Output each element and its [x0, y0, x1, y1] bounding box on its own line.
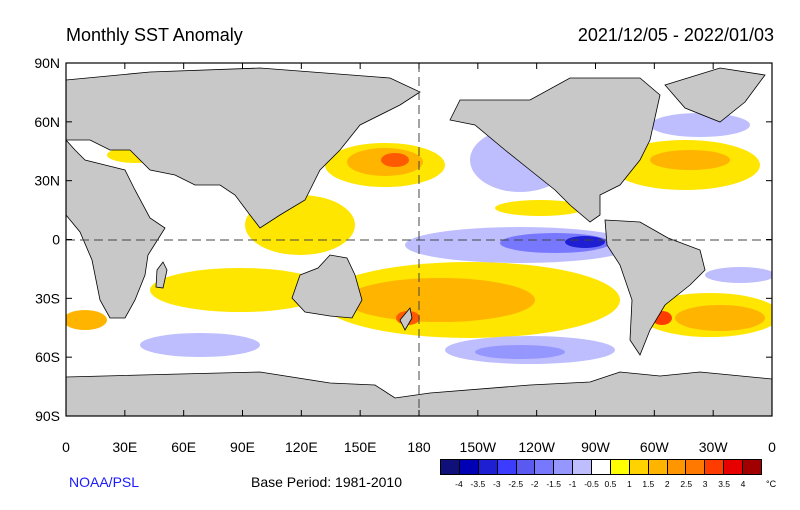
colorbar-swatch	[535, 460, 555, 474]
cool-anomaly-south-atlantic	[705, 267, 772, 283]
colorbar-swatch	[610, 460, 630, 474]
colorbar-swatch	[648, 460, 668, 474]
colorbar-swatch	[743, 460, 761, 474]
colorbar-tick-label: -3	[493, 479, 501, 489]
cool-anomaly-la-nina-peak	[565, 236, 605, 248]
lon-tick-label: 120W	[518, 439, 555, 455]
landmass-madagascar	[155, 261, 168, 289]
lat-tick-label: 0	[52, 232, 60, 248]
lon-tick-label: 30E	[112, 439, 137, 455]
colorbar-swatch	[686, 460, 706, 474]
cool-anomaly-southern-indian	[140, 333, 260, 357]
lat-tick-label: 30N	[34, 173, 60, 189]
colorbar-swatch	[667, 460, 687, 474]
colorbar-tick-labels: -4 -3.5 -3 -2.5 -2 -1.5 -1 -0.5 0.5 1 1.5 2 2.5 3 3.5 4	[440, 479, 762, 491]
landmass-antarctica	[66, 371, 772, 416]
latitude-axis: 90N 60N 30N 0 30S 60S 90S	[34, 55, 772, 424]
colorbar-tick-label: 0.5	[604, 479, 617, 489]
lat-tick-label: 60S	[35, 349, 60, 365]
colorbar-tick-label: 2.5	[680, 479, 693, 489]
colorbar-swatch	[592, 460, 611, 474]
date-range: 2021/12/05 - 2022/01/03	[577, 25, 774, 45]
reference-lines	[66, 63, 772, 416]
colorbar-tick-label: -2.5	[508, 479, 524, 489]
warm-anomaly-south-atlantic-core	[675, 305, 765, 331]
colorbar-swatch	[724, 460, 743, 474]
lon-tick-label: 0	[62, 439, 70, 455]
lon-tick-label: 90E	[230, 439, 255, 455]
cool-anomaly-southern-pacific-core	[475, 345, 565, 359]
lat-tick-label: 90N	[34, 55, 60, 71]
lon-tick-label: 150W	[460, 439, 497, 455]
colorbar-tick-label: -2	[530, 479, 539, 489]
colorbar-swatch	[516, 460, 536, 474]
colorbar-tick-label: 3.5	[718, 479, 731, 489]
colorbar-swatch	[573, 460, 592, 474]
colorbar-tick-label: -3.5	[470, 479, 486, 489]
lon-tick-label: 150E	[344, 439, 377, 455]
credit-label: NOAA/PSL	[69, 474, 140, 490]
cool-anomaly-north-atlantic	[650, 113, 750, 137]
colorbar-swatch	[497, 460, 517, 474]
anomaly-field	[66, 89, 772, 364]
lon-tick-label: 120E	[285, 439, 318, 455]
colorbar-tick-label: -0.5	[584, 479, 599, 489]
colorbar-tick-label: 2	[664, 479, 670, 489]
lon-tick-label: 30W	[699, 439, 729, 455]
colorbar-tick-label: 1	[627, 479, 632, 489]
lon-tick-label: 60W	[640, 439, 670, 455]
lon-tick-label: 90W	[581, 439, 611, 455]
warm-anomaly-south-africa	[66, 310, 107, 330]
colorbar-tick-label: -1	[568, 479, 577, 489]
lon-tick-label: 180	[407, 439, 431, 455]
landmass-new-zealand	[399, 307, 413, 331]
landmass-north-america	[449, 77, 661, 223]
base-period-label: Base Period: 1981-2010	[251, 474, 402, 490]
landmass-africa	[66, 139, 166, 319]
colorbar-swatch	[478, 460, 498, 474]
lat-tick-label: 60N	[34, 114, 60, 130]
longitude-axis: 0 30E 60E 90E 120E 150E 180 150W 120W 90W 60W 30W 0	[62, 63, 776, 455]
land-masses	[66, 67, 772, 416]
warm-anomaly-north-atlantic-core	[650, 150, 730, 170]
colorbar-tick-label: 3	[702, 479, 708, 489]
colorbar-tick-label: -4	[455, 479, 463, 489]
warm-anomaly-south-pacific-core	[345, 278, 535, 322]
warm-anomaly-indian-ocean	[150, 268, 330, 312]
colorbar-swatch	[554, 460, 574, 474]
colorbar-swatch	[459, 460, 479, 474]
landmass-australia	[291, 254, 363, 319]
warm-anomaly-east-pacific-north	[495, 200, 585, 216]
colorbar-tick-label: 4	[740, 479, 746, 489]
landmass-eurasia	[66, 67, 421, 229]
colorbar-tick-label: -1.5	[546, 479, 561, 489]
map-title: Monthly SST Anomaly	[66, 25, 243, 45]
lon-tick-label: 60E	[171, 439, 196, 455]
lat-tick-label: 30S	[35, 290, 60, 306]
colorbar	[440, 459, 762, 475]
colorbar-swatch	[705, 460, 725, 474]
landmass-greenland	[664, 67, 766, 123]
lat-tick-label: 90S	[35, 408, 60, 424]
lon-tick-label: 0	[768, 439, 776, 455]
colorbar-swatch	[629, 460, 649, 474]
colorbar-units: °C	[766, 479, 777, 489]
colorbar-tick-label: 1.5	[642, 479, 655, 489]
warm-anomaly-north-pacific-peak	[381, 153, 409, 167]
colorbar-swatch	[441, 460, 460, 474]
